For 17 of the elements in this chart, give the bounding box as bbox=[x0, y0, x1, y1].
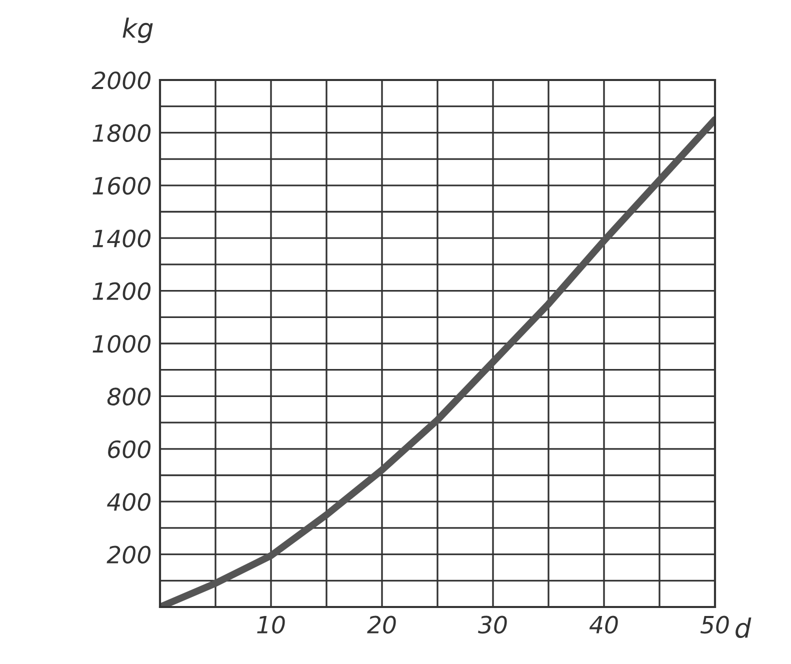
x-tick-label: 30 bbox=[478, 616, 507, 634]
y-tick-label: 1600 bbox=[92, 176, 150, 195]
y-tick-label: 2000 bbox=[92, 71, 150, 90]
x-tick-label: 50 bbox=[700, 616, 729, 634]
y-tick-label: 1200 bbox=[92, 282, 150, 300]
y-tick-label: 1400 bbox=[92, 230, 150, 248]
y-tick-label: 400 bbox=[107, 493, 150, 511]
x-tick-label: 20 bbox=[367, 616, 396, 634]
y-tick-label: 200 bbox=[106, 546, 150, 564]
x-tick-label: 10 bbox=[257, 616, 285, 634]
y-tick-label: 600 bbox=[108, 440, 150, 458]
x-axis-title: d bbox=[736, 618, 752, 638]
y-tick-label: 1800 bbox=[92, 124, 150, 142]
y-tick-label: 800 bbox=[107, 388, 150, 406]
y-axis-title: kg bbox=[122, 18, 153, 44]
y-tick-label: 1000 bbox=[92, 334, 150, 353]
x-tick-label: 40 bbox=[589, 616, 618, 634]
